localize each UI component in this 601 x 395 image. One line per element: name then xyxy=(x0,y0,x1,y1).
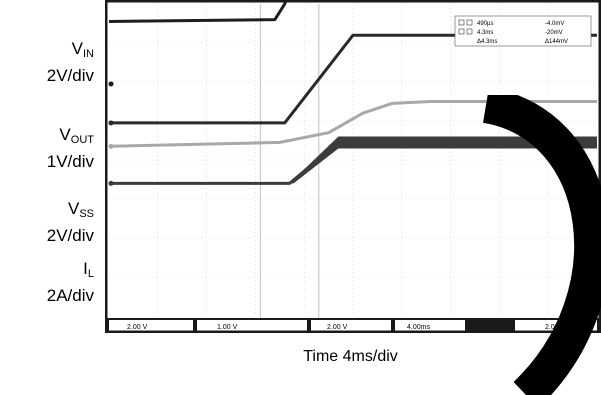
trace-vss xyxy=(108,100,597,148)
oscilloscope-screen: 490µs -4.0mV 4.3ms -20mV Δ4.3ms Δ144mV 2… xyxy=(105,0,601,333)
channel-markers xyxy=(108,81,114,186)
vin-label: VIN 2V/div xyxy=(46,39,94,85)
screen-background xyxy=(105,0,601,333)
status-ch2-scale: 1.00 V xyxy=(217,324,238,331)
vin-scale: 2V/div xyxy=(46,66,94,85)
status-ch3-scale: 2.00 V xyxy=(327,324,348,331)
vss-label: VSS 2V/div xyxy=(46,199,94,245)
il-scale: 2A/div xyxy=(46,286,94,305)
readout-line3-b: Δ144mV xyxy=(545,39,568,45)
ground-marker-il xyxy=(108,180,114,186)
graticule xyxy=(109,4,597,316)
il-label: IL 2A/div xyxy=(46,259,94,305)
x-axis-label: Time 4ms/div xyxy=(303,348,398,365)
status-trigger: 2.00V xyxy=(545,324,564,331)
readout-line1-b: -4.0mV xyxy=(545,21,564,27)
ground-marker-vin xyxy=(108,81,114,87)
vss-scale: 2V/div xyxy=(46,226,94,245)
readout-line2-b: -20mV xyxy=(545,30,563,36)
ground-marker-vss xyxy=(108,143,114,149)
vout-label: VOUT 1V/div xyxy=(46,125,94,171)
readout-line3-a: Δ4.3ms xyxy=(477,39,497,45)
vout-scale: 1V/div xyxy=(46,152,94,171)
status-timebase: 4.00ms xyxy=(407,324,430,331)
cursor-readout-box: 490µs -4.0mV 4.3ms -20mV Δ4.3ms Δ144mV xyxy=(454,15,592,47)
readout-line1-a: 490µs xyxy=(477,21,493,27)
trace-vin xyxy=(108,0,288,23)
readout-line2-a: 4.3ms xyxy=(477,30,493,36)
status-ch1-scale: 2.00 V xyxy=(127,324,148,331)
ground-marker-vout xyxy=(108,120,114,126)
